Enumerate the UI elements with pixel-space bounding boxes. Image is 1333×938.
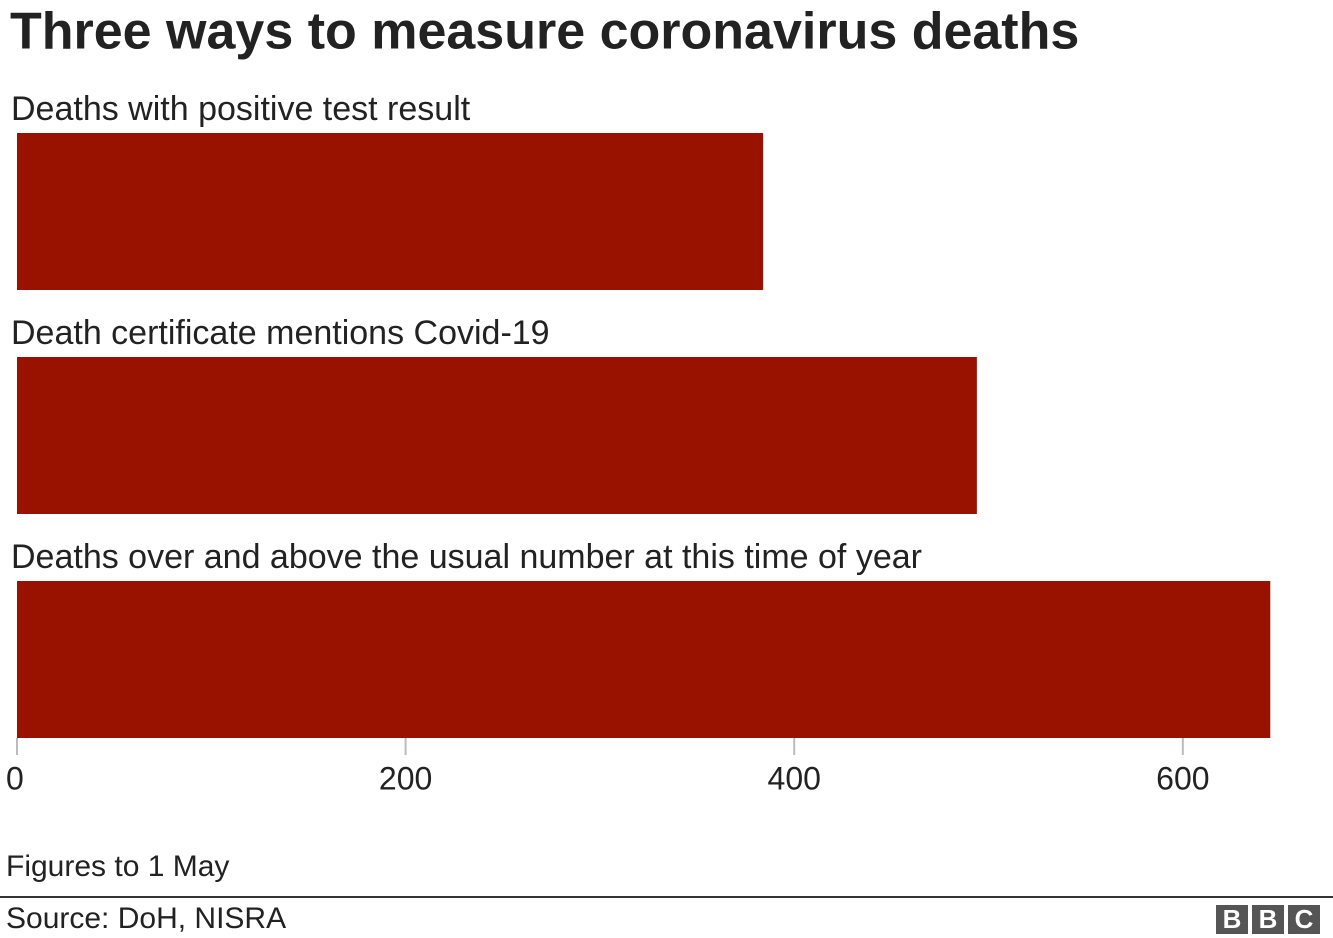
logo-letter: B [1259,904,1278,934]
x-tick-label: 200 [379,760,432,796]
bar [17,581,1271,738]
category-label: Deaths with positive test result [11,90,471,128]
x-tick-label: 400 [768,760,821,796]
logo-box [1288,905,1320,934]
logo-box [1252,905,1284,934]
chart-title: Three ways to measure coronavirus deaths [10,3,1079,61]
category-label: Death certificate mentions Covid-19 [11,314,550,352]
x-tick-label: 0 [6,760,24,796]
logo-box [1216,905,1248,934]
source: Source: DoH, NISRA [6,902,286,935]
bar [17,133,764,290]
category-label: Deaths over and above the usual number a… [11,538,922,576]
note: Figures to 1 May [6,850,229,883]
x-tick-label: 600 [1156,760,1209,796]
logo-letter: B [1223,904,1242,934]
bar [17,357,977,514]
logo-letter: C [1295,904,1314,934]
